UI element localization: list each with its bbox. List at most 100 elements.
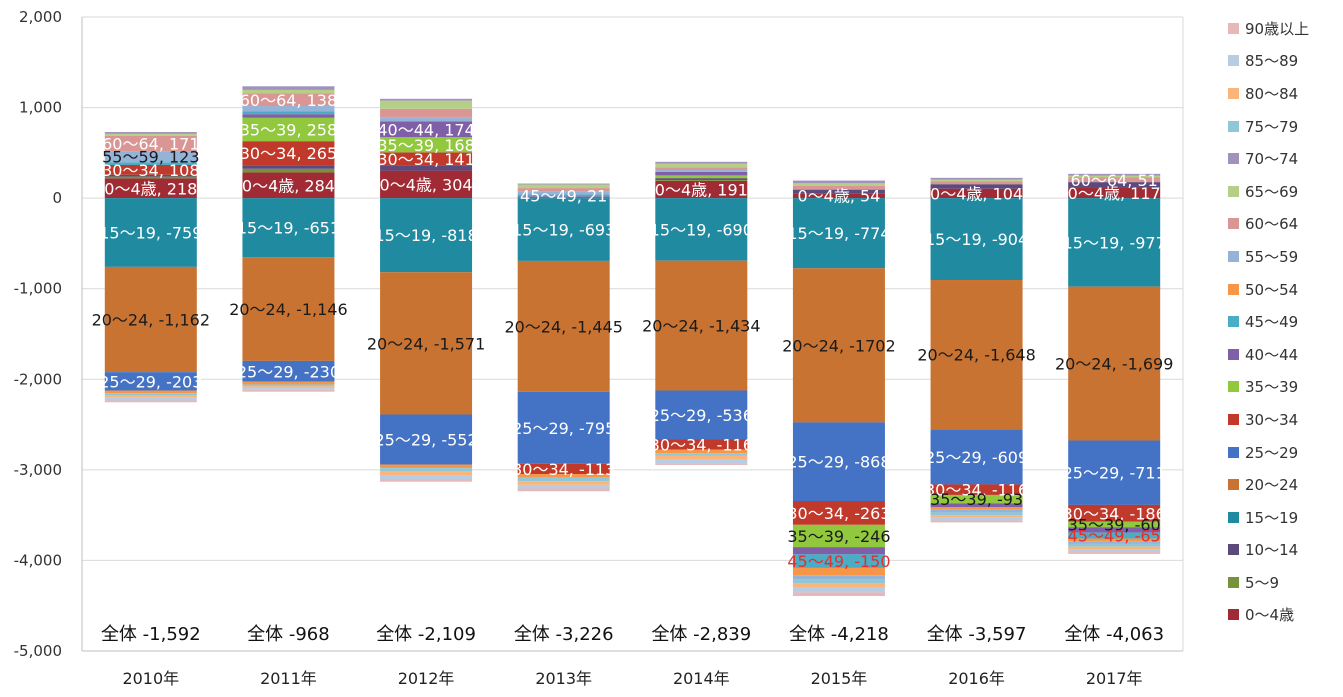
bar-segment bbox=[930, 179, 1023, 182]
bar-segment bbox=[380, 170, 473, 199]
bar-segment bbox=[1068, 543, 1161, 547]
bar-segment bbox=[242, 198, 335, 258]
data-label: 20～24, -1,699 bbox=[1055, 355, 1173, 374]
total-label: 全体 -1,592 bbox=[101, 624, 201, 645]
bar-segment bbox=[242, 111, 335, 115]
data-label: 35～39, -246 bbox=[787, 527, 890, 546]
bar-segment bbox=[655, 169, 748, 172]
legend-swatch bbox=[1228, 120, 1239, 132]
bar-segment bbox=[1068, 549, 1161, 553]
bar-segment bbox=[104, 400, 197, 403]
bar-segment bbox=[655, 178, 748, 180]
legend-label: 20～24 bbox=[1245, 476, 1299, 495]
data-label: 0～4歳, 104 bbox=[930, 184, 1023, 203]
bar-segment bbox=[380, 98, 473, 101]
bar-segment bbox=[517, 463, 610, 475]
legend-item: 90歳以上 bbox=[1228, 12, 1340, 45]
legend-label: 55～59 bbox=[1245, 247, 1299, 266]
data-label: 60～64, 171 bbox=[102, 134, 199, 153]
data-label: 20～24, -1,571 bbox=[367, 334, 485, 353]
legend-swatch bbox=[1228, 381, 1239, 393]
bar-segment bbox=[792, 422, 885, 502]
bar-segment bbox=[242, 165, 335, 169]
data-label: 25～29, -868 bbox=[787, 453, 890, 472]
legend-item: 35～39 bbox=[1228, 371, 1340, 404]
bar-segment bbox=[242, 168, 335, 173]
bar-segment bbox=[242, 93, 335, 107]
bar-segment bbox=[792, 183, 885, 187]
legend-swatch bbox=[1228, 283, 1239, 295]
bar-segment bbox=[1068, 527, 1161, 533]
bar-segment bbox=[655, 463, 748, 465]
data-label: 25～29, -711 bbox=[1063, 464, 1166, 483]
bar-segment bbox=[792, 567, 885, 576]
data-label: 15～19, -651 bbox=[237, 219, 340, 238]
bar-segment bbox=[930, 198, 1023, 281]
total-label: 全体 -4,063 bbox=[1064, 624, 1164, 645]
data-label: 45～49, 21 bbox=[520, 186, 607, 205]
bar-segment bbox=[1068, 175, 1161, 178]
bar-segment bbox=[792, 579, 885, 584]
bar-segment bbox=[380, 198, 473, 273]
y-tick-label: 1,000 bbox=[19, 99, 62, 117]
legend-item: 55～59 bbox=[1228, 240, 1340, 273]
bar-segment bbox=[792, 592, 885, 597]
x-tick-label: 2017年 bbox=[1086, 669, 1143, 688]
bar-segment bbox=[104, 397, 197, 401]
bar-segment bbox=[104, 372, 197, 391]
x-tick-label: 2012年 bbox=[398, 669, 455, 688]
legend-label: 25～29 bbox=[1245, 443, 1299, 462]
data-label: 20～24, -1,648 bbox=[917, 346, 1035, 365]
legend-item: 80～84 bbox=[1228, 77, 1340, 110]
legend-label: 45～49 bbox=[1245, 313, 1299, 332]
legend-item: 40～44 bbox=[1228, 338, 1340, 371]
bar-segment bbox=[104, 132, 197, 134]
bar-segment bbox=[242, 384, 335, 387]
bar-segment bbox=[1068, 440, 1161, 505]
legend-swatch bbox=[1228, 511, 1239, 523]
bar-segment bbox=[792, 547, 885, 555]
bar-segment bbox=[104, 198, 197, 267]
x-tick-label: 2016年 bbox=[948, 669, 1005, 688]
data-label: 35～39, 168 bbox=[377, 136, 474, 155]
data-label: 40～44, 174 bbox=[377, 120, 474, 139]
bar-segment bbox=[655, 449, 748, 454]
bar-segment bbox=[1068, 538, 1161, 542]
bar-segment bbox=[517, 260, 610, 392]
data-label: 30～34, -263 bbox=[787, 504, 890, 523]
y-tick-label: -4,000 bbox=[14, 551, 62, 569]
legend-swatch bbox=[1228, 218, 1239, 230]
legend-item: 15～19 bbox=[1228, 501, 1340, 534]
bar-segment bbox=[792, 186, 885, 190]
legend-swatch bbox=[1228, 185, 1239, 197]
bar-segment bbox=[517, 188, 610, 192]
bar-segment bbox=[1068, 546, 1161, 550]
data-label: 30～34, 265 bbox=[240, 144, 337, 163]
legend-item: 85～89 bbox=[1228, 45, 1340, 78]
bar-segment bbox=[517, 474, 610, 478]
bar-segment bbox=[380, 165, 473, 171]
data-label: 0～4歳, 284 bbox=[242, 176, 335, 195]
bar-segment bbox=[930, 503, 1023, 507]
bar-segment bbox=[655, 390, 748, 440]
bar-segment bbox=[104, 178, 197, 199]
bar-segment bbox=[930, 177, 1023, 180]
bar-segment bbox=[242, 106, 335, 112]
bar-segment bbox=[517, 184, 610, 189]
x-tick-label: 2011年 bbox=[260, 669, 317, 688]
legend-item: 75～79 bbox=[1228, 110, 1340, 143]
y-tick-label: 0 bbox=[52, 189, 62, 207]
bar-segment bbox=[517, 488, 610, 492]
data-label: 25～29, -203 bbox=[99, 372, 202, 391]
bar-segment bbox=[1068, 182, 1161, 188]
bar-segment bbox=[1068, 532, 1161, 539]
bar-segment bbox=[792, 554, 885, 568]
data-label: 20～24, -1,162 bbox=[92, 311, 210, 330]
legend-label: 40～44 bbox=[1245, 345, 1299, 364]
bar-segment bbox=[517, 484, 610, 489]
bar-segment bbox=[655, 459, 748, 464]
bar-segment bbox=[242, 86, 335, 90]
bar-segment bbox=[242, 360, 335, 382]
data-label: 55～59, 123 bbox=[102, 148, 199, 167]
